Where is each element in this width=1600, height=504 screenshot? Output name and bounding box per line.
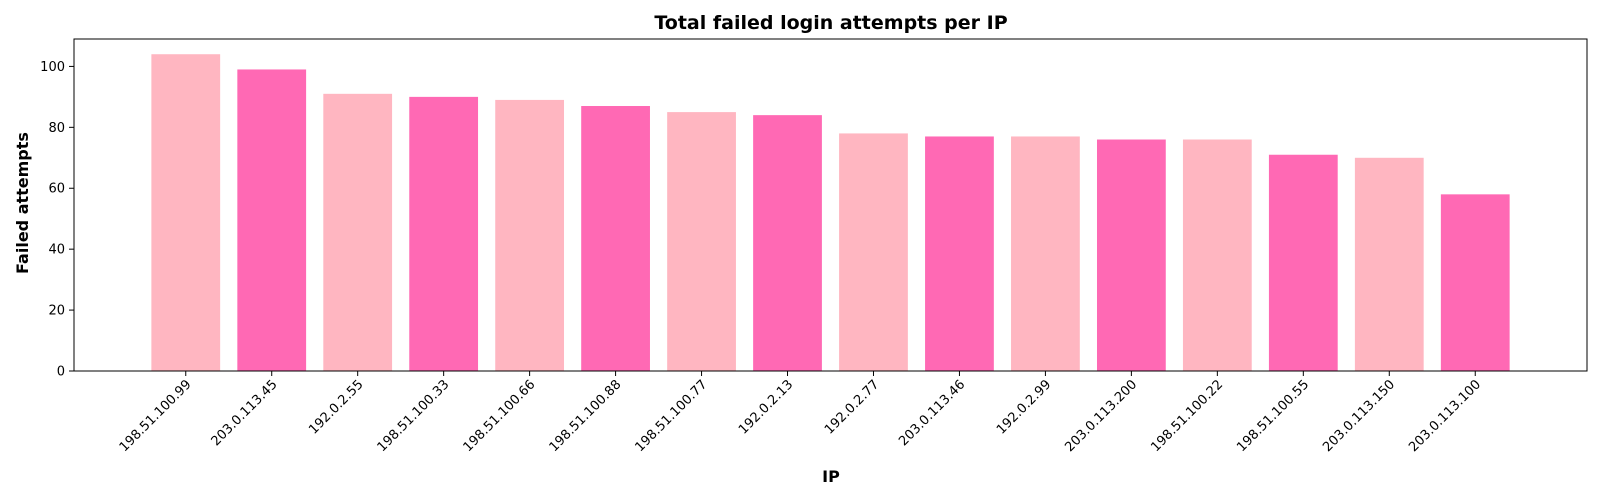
x-tick-label: 192.0.2.77 — [822, 377, 882, 437]
bar — [581, 106, 650, 372]
x-tick-label: 198.51.100.33 — [375, 377, 453, 455]
bar — [1096, 139, 1166, 371]
x-tick-label: 198.51.100.22 — [1148, 377, 1226, 455]
y-tick-label: 100 — [40, 60, 65, 75]
y-tick-label: 40 — [48, 243, 65, 258]
x-tick-label: 198.51.100.99 — [117, 377, 195, 455]
x-tick-label: 192.0.2.99 — [994, 377, 1054, 437]
x-tick-label: 203.0.113.150 — [1320, 377, 1398, 455]
x-tick-label: 198.51.100.66 — [461, 377, 539, 455]
x-axis-label: IP — [822, 467, 840, 486]
y-axis-label: Failed attempts — [13, 132, 32, 274]
y-tick-label: 20 — [48, 304, 65, 319]
bar — [839, 133, 908, 371]
x-tick-label: 192.0.2.13 — [736, 377, 796, 437]
y-tick-label: 60 — [48, 182, 65, 197]
bar — [753, 115, 822, 371]
plot-area: 0 20 40 60 80 100 198.51.100.99 203.0.113.45 192… — [40, 38, 1588, 455]
bar — [1011, 136, 1080, 371]
x-tick-label: 203.0.113.200 — [1062, 377, 1140, 455]
bar — [1268, 154, 1338, 371]
bar — [667, 112, 736, 371]
bar — [151, 54, 221, 371]
chart-title: Total failed login attempts per IP — [654, 12, 1007, 34]
bar — [1440, 194, 1510, 371]
x-tick-label: 192.0.2.55 — [306, 377, 366, 437]
bar — [925, 136, 994, 371]
bar — [323, 93, 393, 372]
bar — [237, 69, 307, 372]
bar — [495, 99, 565, 372]
y-tick-label: 80 — [48, 121, 65, 136]
x-tick-label: 203.0.113.100 — [1406, 377, 1484, 455]
x-tick-label: 198.51.100.77 — [633, 377, 711, 455]
x-tick-label: 203.0.113.45 — [209, 377, 281, 449]
bar — [1354, 157, 1424, 371]
plot-frame — [73, 38, 1588, 372]
bar — [1182, 139, 1252, 371]
y-tick-label: 0 — [57, 365, 65, 380]
x-tick-label: 203.0.113.46 — [896, 377, 968, 449]
bar — [409, 96, 479, 372]
x-tick-label: 198.51.100.55 — [1234, 377, 1312, 455]
x-tick-label: 198.51.100.88 — [547, 377, 625, 455]
